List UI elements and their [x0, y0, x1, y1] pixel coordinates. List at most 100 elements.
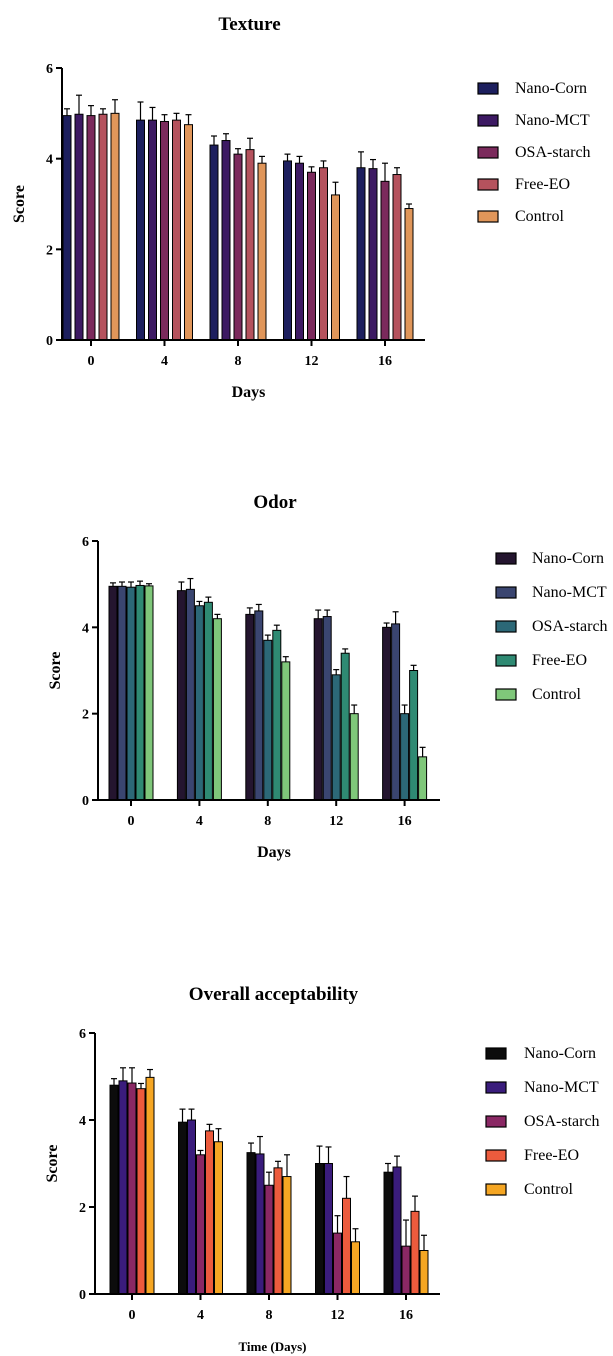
bar: [135, 584, 145, 801]
legend-swatch: [477, 178, 499, 191]
legend-label: Free-EO: [532, 652, 587, 669]
legend-swatch: [485, 1081, 507, 1094]
bar: [86, 115, 96, 341]
legend-swatch: [477, 210, 499, 223]
legend-label: Nano-Corn: [524, 1045, 596, 1062]
bar: [315, 1163, 324, 1295]
bar: [74, 113, 84, 341]
bar: [282, 1176, 292, 1295]
legend-label: Control: [515, 208, 564, 225]
chart-title: Texture: [218, 14, 280, 35]
bar: [356, 167, 366, 341]
bar: [145, 1076, 155, 1295]
legend-swatch: [485, 1149, 507, 1162]
bar: [126, 586, 136, 801]
bar: [322, 616, 332, 801]
bar: [148, 119, 157, 341]
y-axis-title: Score: [44, 1145, 61, 1183]
bar: [203, 601, 213, 801]
legend-swatch: [485, 1115, 507, 1128]
x-tick-label: 12: [331, 1308, 345, 1323]
bar: [257, 162, 267, 341]
bar: [331, 194, 340, 341]
bar: [160, 120, 169, 341]
bar: [212, 618, 222, 801]
bar: [392, 1166, 402, 1295]
legend-label: Nano-MCT: [532, 584, 607, 601]
x-tick-label: 12: [305, 354, 319, 369]
x-axis-title: Days: [257, 844, 291, 861]
legend-label: Nano-MCT: [524, 1079, 599, 1096]
bar: [108, 585, 118, 801]
x-tick-label: 8: [264, 814, 271, 829]
bar: [110, 112, 120, 341]
legend: Nano-Corn Nano-MCT OSA-starch Free-EO Contro…: [485, 1045, 600, 1198]
bar: [221, 140, 231, 341]
legend-label: Nano-MCT: [515, 112, 590, 129]
y-tick-label: 2: [46, 243, 53, 258]
bar: [255, 1153, 265, 1295]
x-tick-label: 12: [329, 814, 343, 829]
bar: [333, 1232, 342, 1295]
bar: [209, 144, 219, 341]
bar: [205, 1130, 214, 1295]
bar: [187, 1119, 196, 1295]
y-tick-label: 0: [46, 334, 53, 349]
bar: [184, 124, 193, 341]
bar: [233, 153, 243, 341]
x-tick-label: 4: [161, 354, 168, 369]
bar: [98, 113, 108, 341]
bar: [273, 1167, 283, 1295]
x-tick-label: 0: [129, 1308, 136, 1323]
bar: [245, 613, 255, 801]
bar: [136, 119, 145, 341]
y-tick-label: 6: [82, 535, 89, 550]
y-tick-label: 2: [82, 708, 89, 723]
legend: Nano-Corn Nano-MCT OSA-starch Free-EO Contro…: [495, 550, 608, 703]
bar: [272, 629, 282, 801]
bar: [263, 639, 273, 801]
bar: [342, 1197, 351, 1295]
chart-panel-3: Overall acceptability 0 2 4 6 0 4 8 12 16 Time (Da…: [44, 984, 600, 1354]
legend-label: OSA-starch: [524, 1113, 600, 1130]
bar: [254, 610, 264, 801]
chart-panel-2: Odor 0 2 4 6 0 4 8 12 16 Days Score Nano-Corn Nano-MC…: [47, 492, 608, 861]
bar: [313, 618, 323, 801]
bar: [401, 1245, 411, 1295]
legend-swatch: [495, 586, 517, 599]
bar: [176, 590, 186, 801]
bar: [196, 1154, 205, 1295]
bar: [419, 1250, 429, 1295]
bar: [307, 171, 316, 341]
y-tick-label: 6: [79, 1027, 86, 1042]
legend-label: Nano-Corn: [532, 550, 604, 567]
bar: [109, 1084, 119, 1295]
bar: [295, 162, 304, 341]
y-tick-label: 6: [46, 62, 53, 77]
x-tick-label: 0: [128, 814, 135, 829]
y-tick-label: 0: [79, 1288, 86, 1303]
legend-swatch: [485, 1183, 507, 1196]
legend-label: Free-EO: [515, 176, 570, 193]
bar: [382, 626, 392, 801]
legend-label: OSA-starch: [532, 618, 608, 635]
bar: [185, 588, 195, 801]
legend-swatch: [495, 620, 517, 633]
bar: [400, 713, 410, 801]
legend-label: Nano-Corn: [515, 80, 587, 97]
legend-swatch: [477, 82, 499, 95]
bar: [319, 167, 328, 341]
y-tick-label: 4: [82, 621, 89, 636]
legend-swatch: [495, 552, 517, 565]
bar: [410, 1210, 420, 1295]
bar: [127, 1082, 137, 1295]
bar: [404, 208, 414, 341]
chart-title: Overall acceptability: [189, 984, 359, 1005]
bar: [368, 168, 378, 341]
bar: [383, 1171, 393, 1295]
x-tick-label: 8: [266, 1308, 273, 1323]
bar: [264, 1184, 274, 1295]
legend-swatch: [495, 654, 517, 667]
x-tick-label: 4: [197, 1308, 204, 1323]
